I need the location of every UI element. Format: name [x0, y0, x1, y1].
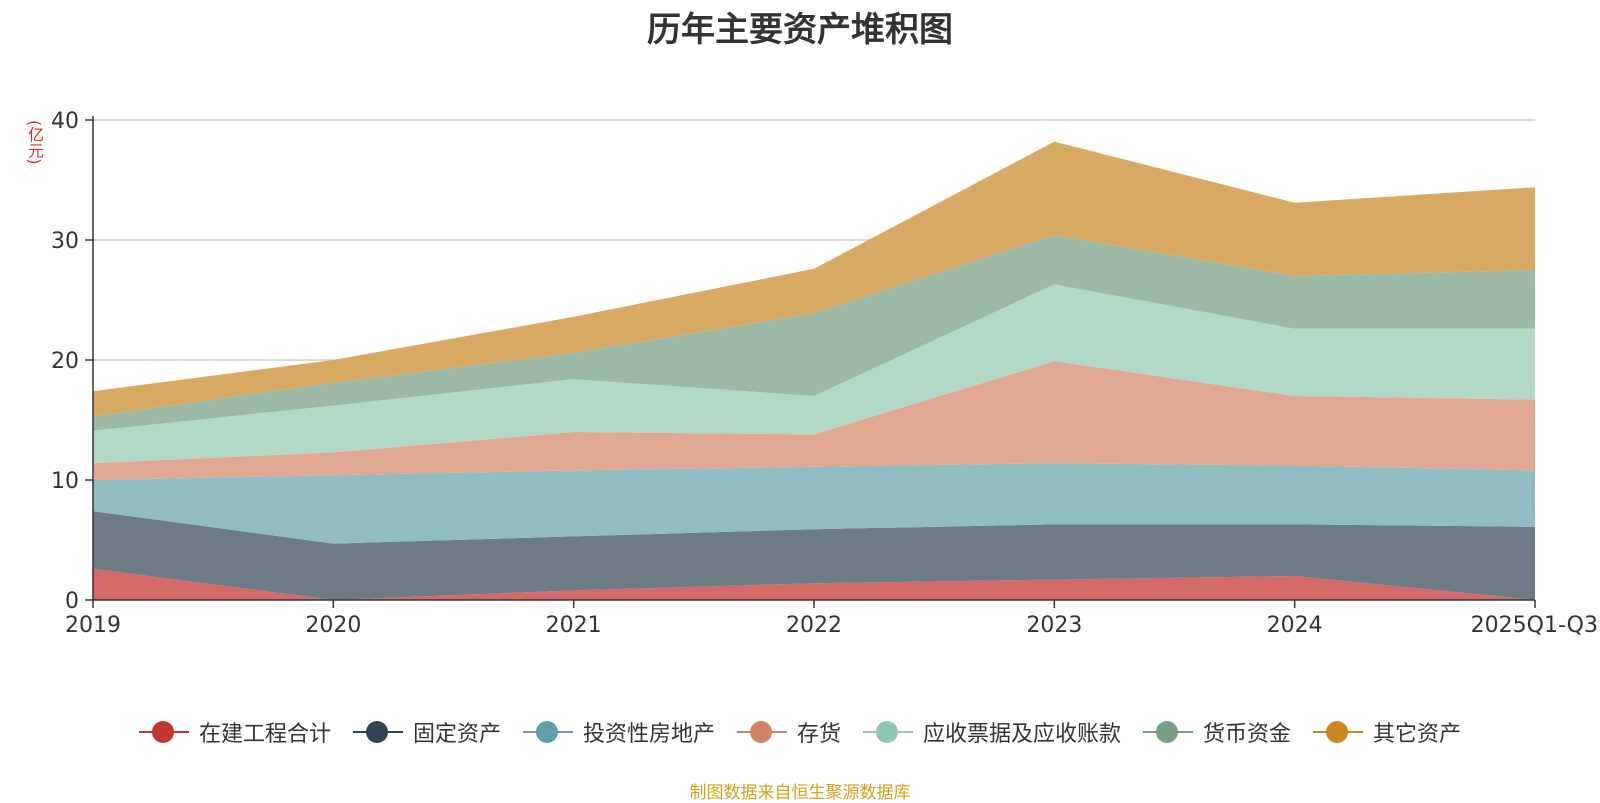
area-series-1 [93, 511, 1535, 600]
y-tick-label-30: 30 [51, 229, 79, 254]
x-tick-label-3: 2022 [786, 613, 842, 638]
legend-dot-icon [365, 721, 388, 743]
legend-dot-icon [151, 721, 174, 743]
legend-dot-icon [1326, 721, 1349, 743]
legend-dot-icon [535, 721, 558, 743]
legend-marker-icon [138, 721, 189, 743]
legend-item-4[interactable]: 应收票据及应收账款 [863, 716, 1121, 748]
legend-marker-icon [736, 721, 787, 743]
legend-marker-icon [1143, 721, 1194, 743]
legend-item-1[interactable]: 固定资产 [352, 716, 501, 748]
legend-label: 应收票据及应收账款 [923, 722, 1122, 747]
x-tick-label-0: 2019 [65, 613, 121, 638]
legend-label: 投资性房地产 [582, 722, 715, 747]
legend-dot-icon [876, 721, 898, 743]
legend-item-0[interactable]: 在建工程合计 [138, 716, 331, 748]
y-axis-unit-label: (亿元) [25, 120, 44, 165]
legend-item-2[interactable]: 投资性房地产 [522, 716, 715, 748]
area-series-6 [93, 141, 1535, 417]
legend-marker-icon [522, 721, 573, 743]
legend-label: 存货 [796, 722, 841, 747]
area-series [93, 141, 1535, 600]
legend-dot-icon [1156, 721, 1179, 743]
x-tick-label-5: 2024 [1267, 613, 1323, 638]
axes [85, 116, 1536, 608]
stacked-area-chart: 0 10 20 30 40 2019 2020 2021 2022 2023 2024 2025Q1-… [51, 109, 1598, 638]
x-tick-label-6: 2025Q1-Q3 [1471, 613, 1598, 638]
legend-label: 在建工程合计 [198, 722, 331, 747]
area-series-4 [93, 284, 1535, 464]
source-note: 制图数据来自恒生聚源数据库 [689, 783, 911, 803]
legend-label: 其它资产 [1373, 722, 1462, 747]
area-series-5 [93, 235, 1535, 431]
chart-title: 历年主要资产堆积图 [647, 10, 953, 50]
legend-marker-icon [1313, 721, 1364, 743]
y-tick-label-40: 40 [51, 109, 79, 134]
area-series-2 [93, 463, 1535, 544]
legend: 在建工程合计 固定资产 投资性房地产 存货 应收票据及应收账款 货币资金 其它资产 [0, 716, 1600, 748]
legend-marker-icon [863, 721, 913, 743]
legend-dot-icon [749, 721, 772, 743]
legend-item-5[interactable]: 货币资金 [1143, 716, 1291, 748]
legend-item-3[interactable]: 存货 [736, 716, 841, 748]
y-tick-label-20: 20 [51, 349, 79, 374]
y-tick-label-10: 10 [51, 469, 79, 494]
y-tick-label-0: 0 [65, 589, 79, 614]
tick-labels: 0 10 20 30 40 2019 2020 2021 2022 2023 2024 2025Q1-… [51, 109, 1598, 638]
legend-item-6[interactable]: 其它资产 [1313, 716, 1461, 748]
legend-marker-icon [352, 721, 403, 743]
area-series-3 [93, 361, 1535, 480]
x-tick-label-4: 2023 [1026, 613, 1082, 638]
area-series-0 [93, 568, 1535, 600]
legend-label: 固定资产 [412, 722, 501, 747]
x-tick-label-1: 2020 [305, 613, 361, 638]
legend-label: 货币资金 [1203, 722, 1292, 747]
x-tick-label-2: 2021 [546, 613, 602, 638]
